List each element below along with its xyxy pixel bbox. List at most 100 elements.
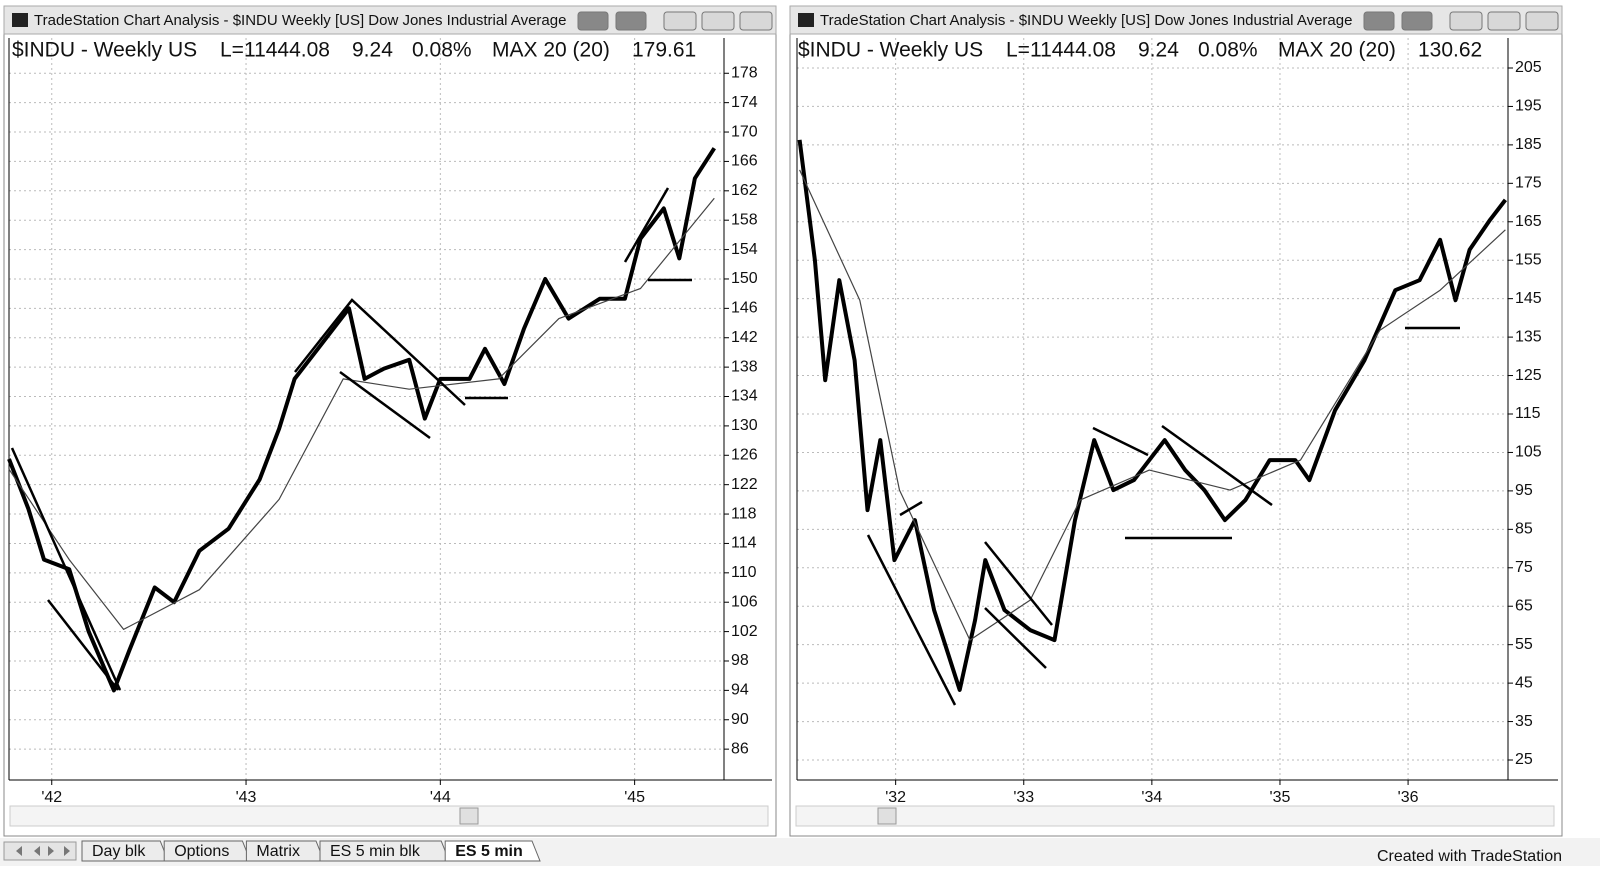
x-tick-label: '45 <box>624 789 645 806</box>
toolbar-button[interactable] <box>577 11 609 31</box>
trend-annotation <box>623 187 670 263</box>
tab-nav-buttons[interactable] <box>3 841 77 861</box>
header-change: 9.24 <box>352 39 393 62</box>
y-tick-label: 86 <box>731 740 749 757</box>
header-change: 9.24 <box>1138 39 1179 62</box>
y-tick-label: 135 <box>1515 328 1542 345</box>
plot-area <box>797 38 1508 780</box>
title-bar <box>3 5 777 35</box>
toolbar-button[interactable] <box>1363 11 1395 31</box>
scrollbar[interactable] <box>795 805 1555 827</box>
y-tick-label: 170 <box>731 123 758 140</box>
x-tick-label: '43 <box>236 789 257 806</box>
y-tick-label: 55 <box>1515 636 1533 653</box>
y-tick-label: 94 <box>731 682 749 699</box>
window-icon <box>12 13 28 27</box>
y-tick-label: 98 <box>731 652 749 669</box>
header-indicator-value: 130.62 <box>1418 39 1482 62</box>
y-tick-label: 175 <box>1515 175 1542 192</box>
toolbar-button[interactable] <box>615 11 647 31</box>
window-icon <box>798 13 814 27</box>
y-tick-label: 75 <box>1515 559 1533 576</box>
window-button[interactable] <box>739 11 773 31</box>
toolbar-button[interactable] <box>1401 11 1433 31</box>
trend-annotation <box>1092 426 1149 457</box>
y-tick-label: 95 <box>1515 482 1533 499</box>
trend-annotation <box>984 541 1053 626</box>
header-symbol: $INDU - Weekly US <box>12 39 197 62</box>
y-tick-label: 105 <box>1515 444 1542 461</box>
trend-annotation <box>339 370 431 440</box>
y-tick-label: 122 <box>731 476 758 493</box>
price-line <box>797 139 1507 692</box>
tab-label: ES 5 min blk <box>330 843 421 860</box>
window-button[interactable] <box>663 11 697 31</box>
plot-area <box>9 38 724 780</box>
y-tick-label: 35 <box>1515 713 1533 730</box>
window-button[interactable] <box>1449 11 1483 31</box>
window-button[interactable] <box>701 11 735 31</box>
y-tick-label: 142 <box>731 329 758 346</box>
y-tick-label: 134 <box>731 388 758 405</box>
y-tick-label: 150 <box>731 270 758 287</box>
y-tick-label: 102 <box>731 623 758 640</box>
scrollbar[interactable] <box>9 805 769 827</box>
header-symbol: $INDU - Weekly US <box>798 39 983 62</box>
footer: Created with TradeStation <box>1377 848 1562 865</box>
y-tick-label: 65 <box>1515 597 1533 614</box>
y-tick-label: 174 <box>731 94 758 111</box>
x-tick-label: '35 <box>1270 789 1291 806</box>
y-tick-label: 45 <box>1515 674 1533 691</box>
window-title: TradeStation Chart Analysis - $INDU Week… <box>34 12 566 29</box>
tab[interactable] <box>444 840 541 862</box>
y-tick-label: 138 <box>731 358 758 375</box>
x-tick-label: '33 <box>1013 789 1034 806</box>
tab-label: Options <box>174 843 229 860</box>
moving-average-line <box>8 197 715 630</box>
title-bar <box>789 5 1563 35</box>
trend-annotation <box>1161 424 1273 507</box>
moving-average-line <box>799 169 1506 641</box>
y-tick-label: 166 <box>731 153 758 170</box>
tab-nav-arrows <box>16 846 70 856</box>
trend-annotation <box>294 298 466 406</box>
y-tick-label: 85 <box>1515 521 1533 538</box>
window-button[interactable] <box>1525 11 1559 31</box>
y-tick-label: 158 <box>731 211 758 228</box>
x-tick-label: '32 <box>885 789 906 806</box>
header-percent: 0.08% <box>412 39 472 62</box>
y-tick-label: 114 <box>731 535 757 552</box>
trend-annotation <box>10 447 122 691</box>
y-tick-label: 106 <box>731 593 758 610</box>
y-tick-label: 110 <box>731 564 757 581</box>
tab-label: Day blk <box>92 843 146 860</box>
header-indicator: MAX 20 (20) <box>492 39 610 62</box>
tab-label: Matrix <box>256 843 300 860</box>
y-tick-label: 126 <box>731 447 758 464</box>
trend-annotation <box>47 599 119 691</box>
y-tick-label: 130 <box>731 417 758 434</box>
y-tick-label: 165 <box>1515 213 1542 230</box>
y-tick-label: 146 <box>731 300 758 317</box>
trend-annotation <box>984 607 1047 669</box>
x-tick-label: '44 <box>430 789 451 806</box>
y-tick-label: 25 <box>1515 751 1533 768</box>
x-tick-label: '34 <box>1141 789 1162 806</box>
y-tick-label: 145 <box>1515 290 1542 307</box>
y-tick-label: 154 <box>731 241 758 258</box>
header-indicator-value: 179.61 <box>632 39 696 62</box>
y-tick-label: 115 <box>1515 405 1541 422</box>
window-button[interactable] <box>1487 11 1521 31</box>
scroll-thumb[interactable] <box>459 807 479 825</box>
trend-annotation <box>899 500 923 517</box>
scroll-thumb[interactable] <box>877 807 897 825</box>
x-tick-label: '36 <box>1398 789 1419 806</box>
header-indicator: MAX 20 (20) <box>1278 39 1396 62</box>
y-tick-label: 125 <box>1515 367 1542 384</box>
y-tick-label: 90 <box>731 711 749 728</box>
header-last: L=11444.08 <box>220 39 330 62</box>
header-percent: 0.08% <box>1198 39 1258 62</box>
y-tick-label: 195 <box>1515 98 1542 115</box>
